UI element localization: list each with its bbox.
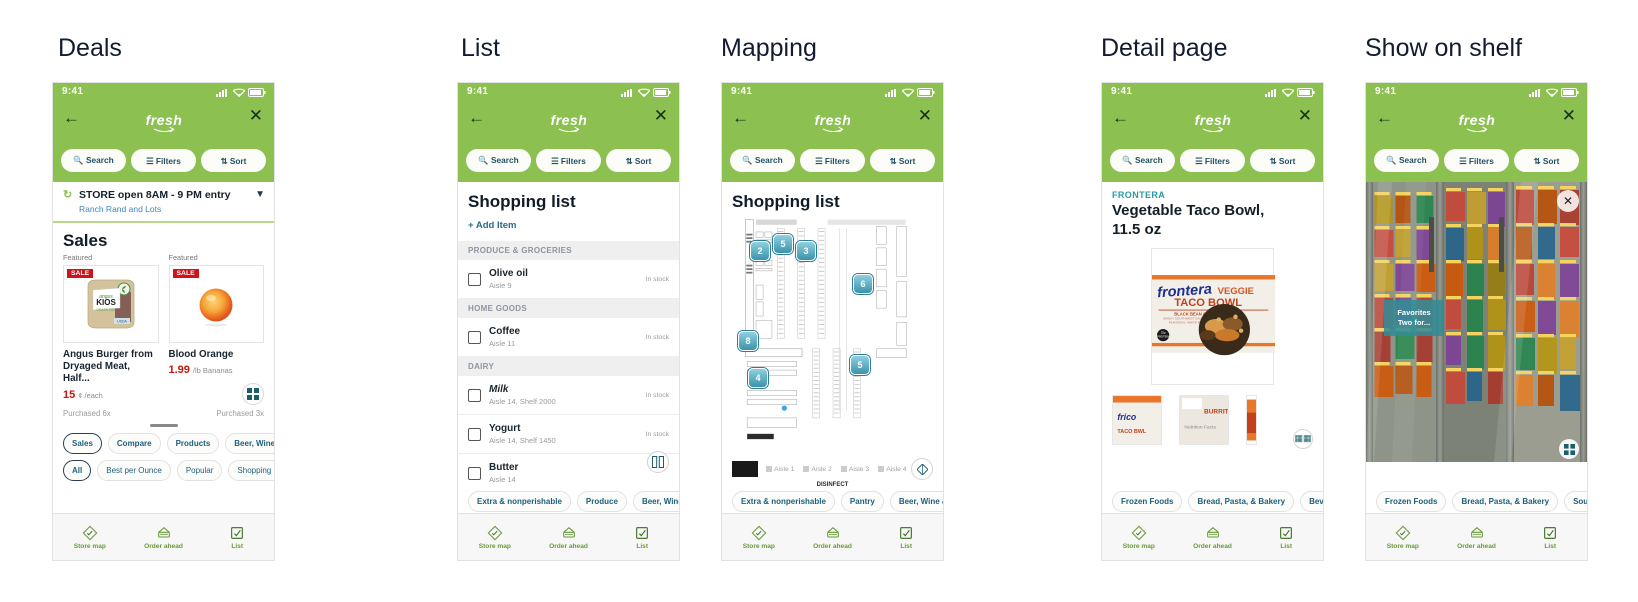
svg-text:GRASS FED: GRASS FED <box>96 308 116 312</box>
svg-text:fresh: fresh <box>550 112 587 128</box>
svg-text:PROTEIN: PROTEIN <box>1157 334 1169 338</box>
svg-text:VEGGIE: VEGGIE <box>1218 285 1254 296</box>
svg-text:fresh: fresh <box>814 112 851 128</box>
svg-text:TACO BWL: TACO BWL <box>1117 429 1147 435</box>
svg-text:Nutrition Facts: Nutrition Facts <box>1184 424 1216 430</box>
svg-text:fresh: fresh <box>1458 112 1495 128</box>
svg-text:fresh: fresh <box>1194 112 1231 128</box>
svg-text:BURRITO: BURRITO <box>1204 408 1229 415</box>
svg-text:KIOS: KIOS <box>96 298 116 307</box>
svg-text:USDA: USDA <box>117 320 127 324</box>
svg-text:fresh: fresh <box>145 112 182 128</box>
svg-text:frico: frico <box>1117 412 1137 422</box>
